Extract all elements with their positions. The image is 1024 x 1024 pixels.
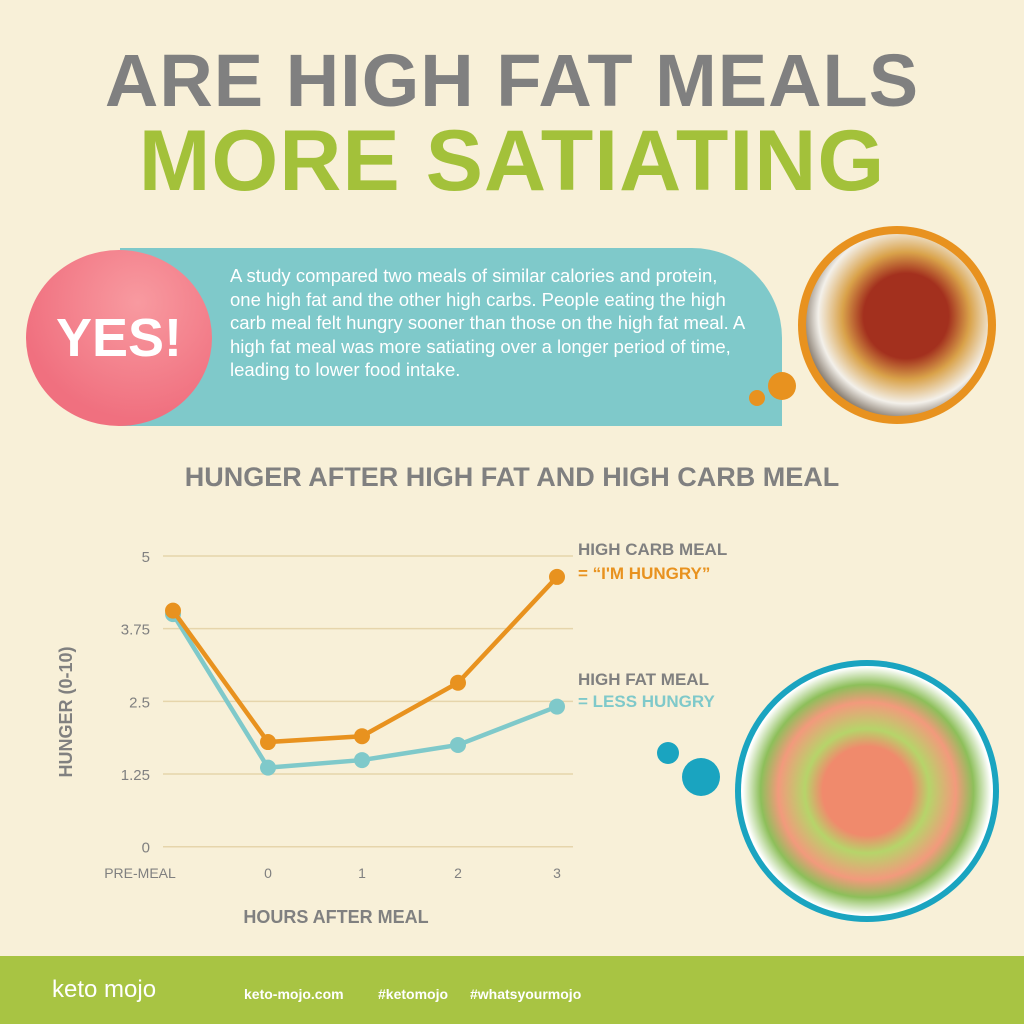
thought-dot	[657, 742, 679, 764]
thought-dot	[768, 372, 796, 400]
description-bubble	[120, 248, 782, 426]
x-tick-label: 2	[454, 865, 462, 881]
footer: keto mojo keto-mojo.com #ketomojo #whats…	[0, 956, 1024, 1024]
data-point	[549, 568, 565, 585]
data-point	[354, 728, 370, 745]
legend-carb-note: = “I'M HUNGRY”	[578, 564, 711, 583]
footer-hashtag-whatsyourmojo[interactable]: #whatsyourmojo	[470, 986, 582, 1002]
data-point	[450, 736, 466, 753]
y-tick-label: 1.25	[121, 767, 150, 784]
x-tick-label: 0	[264, 865, 272, 881]
data-point	[260, 734, 276, 751]
data-point	[354, 752, 370, 769]
chart-title: HUNGER AFTER HIGH FAT AND HIGH CARB MEAL	[184, 462, 840, 492]
legend-carb-name: HIGH CARB MEAL	[578, 540, 728, 559]
footer-hashtag-ketomojo[interactable]: #ketomojo	[378, 986, 449, 1002]
legend-fat-name: HIGH FAT MEAL	[578, 670, 709, 689]
y-tick-label: 0	[142, 840, 150, 857]
data-point	[165, 602, 181, 619]
thought-dot	[682, 758, 720, 796]
yes-badge: YES!	[26, 250, 212, 426]
spaghetti-photo	[798, 226, 996, 424]
y-tick-label: 5	[142, 549, 150, 566]
data-point	[549, 698, 565, 715]
salmon-salad-photo	[735, 660, 999, 922]
x-tick-label: 1	[358, 865, 366, 881]
title-line-1: ARE HIGH FAT MEALS	[104, 39, 920, 122]
data-point	[260, 759, 276, 776]
x-tick-label: 3	[553, 865, 561, 881]
y-tick-label: 2.5	[129, 694, 150, 711]
title-line-2: MORE SATIATING	[138, 113, 886, 209]
x-axis-label: HOURS AFTER MEAL	[243, 907, 428, 927]
y-tick-label: 3.75	[121, 622, 150, 639]
y-axis-label: HUNGER (0-10)	[56, 646, 76, 777]
x-tick-label: PRE-MEAL	[104, 865, 176, 881]
ketomojo-logo: keto mojo	[52, 976, 157, 1003]
footer-site-link[interactable]: keto-mojo.com	[244, 986, 344, 1002]
series-line	[171, 575, 559, 745]
legend-fat-note: = LESS HUNGRY	[578, 692, 715, 711]
data-point	[450, 674, 466, 691]
description-text: A study compared two meals of similar ca…	[230, 265, 745, 380]
thought-dot	[749, 390, 765, 406]
